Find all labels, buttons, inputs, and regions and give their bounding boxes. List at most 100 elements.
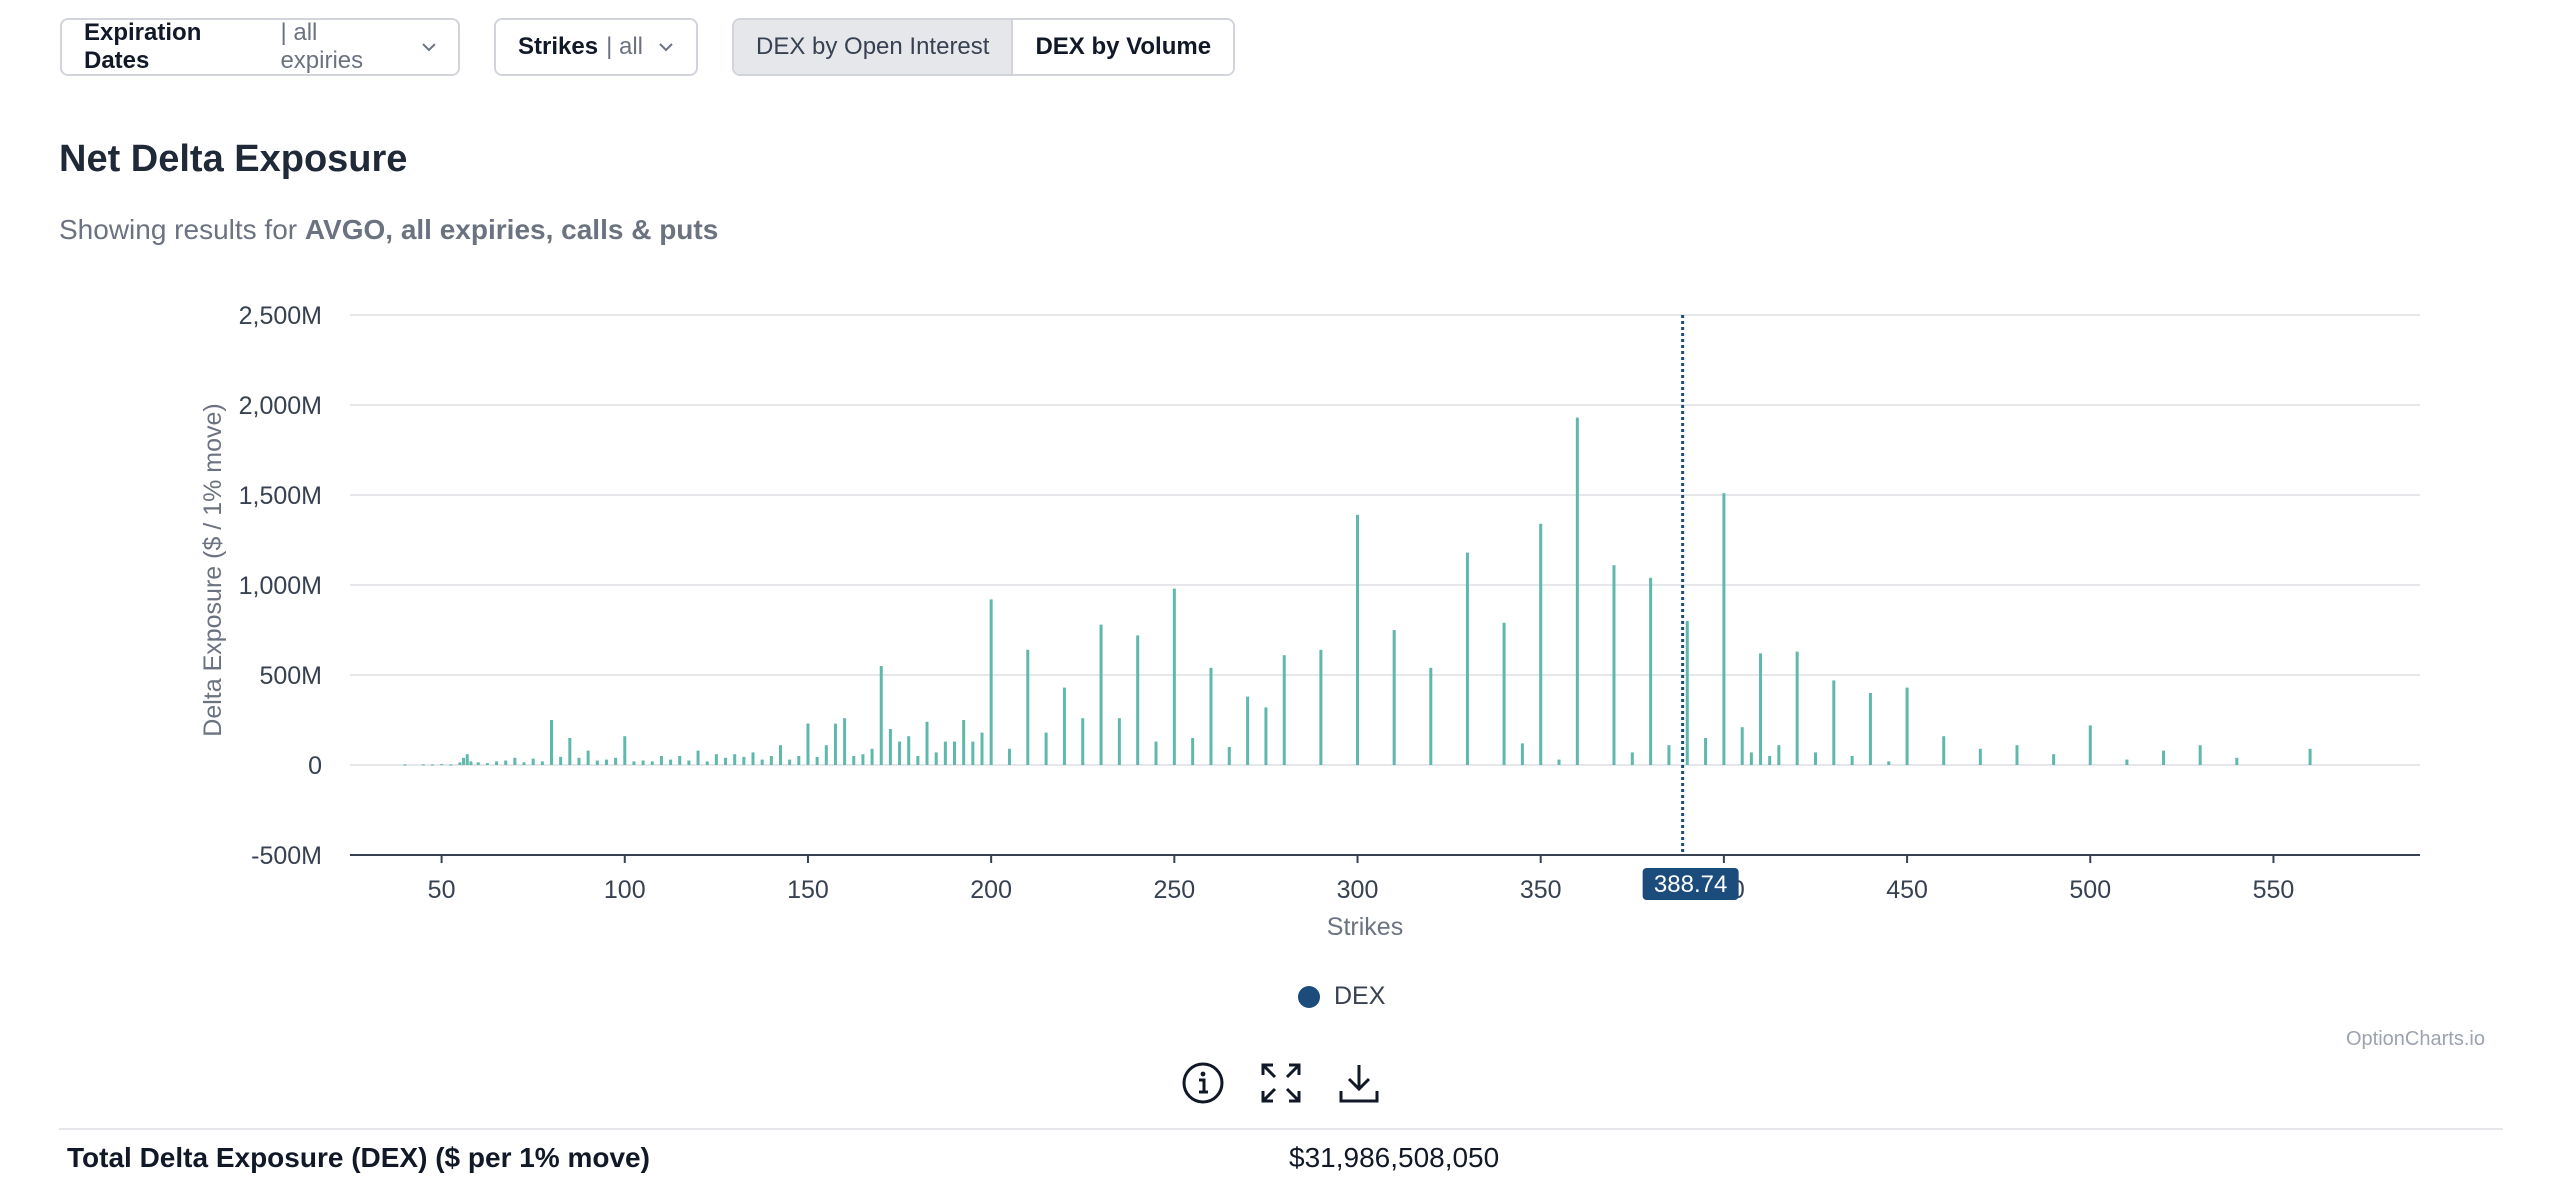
dex-by-open-interest-button[interactable]: DEX by Open Interest xyxy=(734,20,1012,74)
dex-bar xyxy=(1264,707,1268,765)
dex-bar xyxy=(1630,752,1634,765)
dex-bar xyxy=(2308,748,2312,765)
spot-price-label: 388.74 xyxy=(1654,871,1727,898)
dex-bar xyxy=(980,732,984,765)
dex-bar xyxy=(476,762,480,765)
dex-bar xyxy=(724,757,728,765)
info-button[interactable] xyxy=(1180,1060,1226,1106)
dex-bar xyxy=(1136,635,1140,765)
dex-bar xyxy=(1227,747,1231,765)
dex-bar xyxy=(458,762,462,765)
dex-bar xyxy=(1978,748,1982,765)
dex-bar xyxy=(824,745,828,765)
dex-bar xyxy=(1887,761,1891,765)
total-dex-row: Total Delta Exposure (DEX) ($ per 1% mov… xyxy=(59,1128,2503,1188)
x-tick-label: 200 xyxy=(970,876,1012,904)
dex-bar xyxy=(1813,752,1817,765)
dex-bar xyxy=(678,756,682,765)
results-subtitle: Showing results for AVGO, all expiries, … xyxy=(59,214,718,246)
dex-bar xyxy=(1905,687,1909,765)
dex-bar xyxy=(687,760,691,765)
strikes-dropdown[interactable]: Strikes | all xyxy=(494,18,698,76)
dex-bar xyxy=(1649,577,1653,765)
dex-bar xyxy=(449,764,453,766)
dex-bar xyxy=(1749,752,1753,765)
x-tick-label: 100 xyxy=(604,876,646,904)
dex-bar xyxy=(1282,655,1286,765)
expiration-dates-dropdown[interactable]: Expiration Dates | all expiries xyxy=(60,18,460,76)
chevron-down-icon xyxy=(659,43,673,52)
dex-bar xyxy=(2052,754,2056,765)
y-tick-label: 2,500M xyxy=(239,302,322,330)
dex-bar xyxy=(495,761,499,765)
y-tick-label: 2,000M xyxy=(239,392,322,420)
source-credit: OptionCharts.io xyxy=(2346,1028,2485,1050)
dex-chart: -500M 0 500M 1,000M 1,500M 2,000M 2,500M 50 100 1… xyxy=(199,302,2420,941)
chart-legend[interactable]: DEX xyxy=(1298,982,1385,1011)
dex-bar xyxy=(1539,523,1543,765)
chevron-down-icon xyxy=(422,43,436,52)
dex-bar xyxy=(2088,725,2092,765)
dex-bar xyxy=(650,761,654,765)
dex-bar xyxy=(2162,750,2166,765)
dex-bar xyxy=(465,754,469,765)
dex-bar xyxy=(1795,651,1799,765)
page-title: Net Delta Exposure xyxy=(59,138,408,180)
dex-bar xyxy=(1044,732,1048,765)
dex-bar xyxy=(504,760,508,765)
dex-bar xyxy=(641,760,645,765)
y-tick-label: 1,500M xyxy=(239,482,322,510)
dex-bar xyxy=(2015,745,2019,765)
dex-bar xyxy=(879,666,883,765)
y-tick-label: 500M xyxy=(259,662,322,690)
x-tick-label: 550 xyxy=(2253,876,2295,904)
dex-bar xyxy=(1007,748,1011,765)
info-icon xyxy=(1182,1062,1224,1104)
dex-bar xyxy=(623,736,627,765)
x-axis-title: Strikes xyxy=(1327,913,1403,941)
dex-bar xyxy=(1868,693,1872,765)
dex-bar xyxy=(1667,745,1671,765)
x-tick-label: 500 xyxy=(2069,876,2111,904)
dex-bar xyxy=(989,599,993,765)
dex-bar xyxy=(485,763,489,765)
x-tick-label: 350 xyxy=(1520,876,1562,904)
expiration-dates-value: | all expiries xyxy=(280,19,364,74)
x-tick-label: 300 xyxy=(1337,876,1379,904)
strikes-value: | all xyxy=(606,33,643,60)
dex-bar xyxy=(714,754,718,765)
dex-bar xyxy=(1575,417,1579,765)
download-button[interactable] xyxy=(1336,1060,1382,1106)
x-tick-label: 450 xyxy=(1886,876,1928,904)
dex-bar xyxy=(659,756,663,765)
dex-bar xyxy=(943,741,947,765)
dex-bar xyxy=(522,762,526,765)
dex-bar xyxy=(1850,756,1854,765)
y-tick-label: 1,000M xyxy=(239,572,322,600)
dex-bar xyxy=(1722,493,1726,765)
dex-bar xyxy=(916,756,920,765)
dex-bar xyxy=(870,748,874,765)
dex-bar xyxy=(760,759,764,765)
dex-mode-toggle: DEX by Open Interest DEX by Volume xyxy=(732,18,1236,76)
dex-bar xyxy=(1154,741,1158,765)
fullscreen-button[interactable] xyxy=(1258,1060,1304,1106)
dex-bar xyxy=(540,761,544,765)
dex-bar xyxy=(971,741,975,765)
dex-bar xyxy=(953,741,957,765)
dex-bar xyxy=(769,756,773,765)
dex-bar xyxy=(1942,736,1946,765)
dex-bar xyxy=(421,764,425,766)
dex-bar xyxy=(778,745,782,765)
dex-bar xyxy=(1704,738,1708,765)
dex-bar xyxy=(1557,759,1561,765)
dex-bar xyxy=(742,756,746,765)
dex-by-volume-button[interactable]: DEX by Volume xyxy=(1011,20,1234,74)
dex-bar xyxy=(843,718,847,765)
strikes-label: Strikes xyxy=(518,33,599,60)
dex-bar xyxy=(1429,667,1433,765)
dex-bar xyxy=(1740,727,1744,765)
dex-bar xyxy=(403,764,407,766)
dex-bar xyxy=(1502,622,1506,765)
dex-bar xyxy=(1099,624,1103,765)
